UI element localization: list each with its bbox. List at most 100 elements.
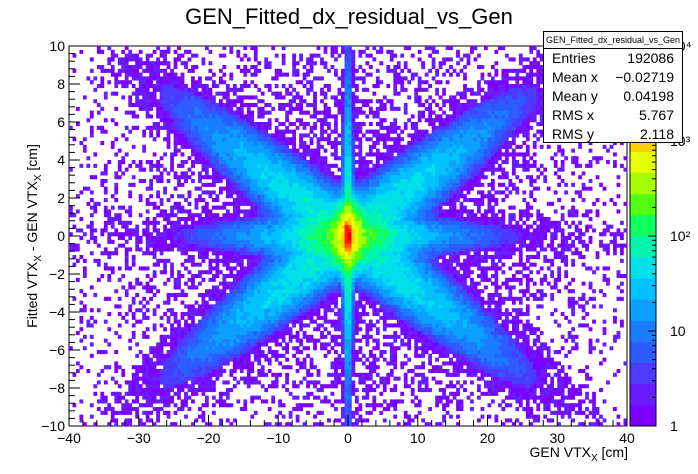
heatmap-cell xyxy=(337,372,342,377)
heatmap-cell xyxy=(205,353,209,358)
heatmap-cell xyxy=(288,198,293,203)
heatmap-cell xyxy=(173,312,178,317)
heatmap-cell xyxy=(274,232,279,237)
heatmap-cell xyxy=(292,171,296,176)
heatmap-cell xyxy=(229,156,234,161)
heatmap-cell xyxy=(166,228,171,233)
heatmap-cell xyxy=(299,319,303,324)
heatmap-cell xyxy=(264,236,269,241)
heatmap-cell xyxy=(121,236,126,241)
heatmap-cell xyxy=(348,262,352,267)
heatmap-cell xyxy=(361,293,366,298)
heatmap-cell xyxy=(225,106,230,111)
heatmap-cell xyxy=(264,228,269,233)
heatmap-cell xyxy=(341,327,345,332)
heatmap-cell xyxy=(222,156,227,161)
heatmap-cell xyxy=(222,46,227,51)
heatmap-cell xyxy=(239,228,244,233)
heatmap-cell xyxy=(351,319,356,324)
heatmap-cell xyxy=(177,57,181,62)
heatmap-cell xyxy=(320,194,324,199)
heatmap-cell xyxy=(225,266,230,271)
heatmap-cell xyxy=(232,144,237,149)
heatmap-cell xyxy=(156,114,160,119)
heatmap-cell xyxy=(257,175,262,180)
heatmap-cell xyxy=(309,403,314,408)
heatmap-cell xyxy=(354,68,359,73)
heatmap-cell xyxy=(302,289,307,294)
heatmap-cell xyxy=(166,171,171,176)
heatmap-cell xyxy=(348,106,352,111)
heatmap-cell xyxy=(93,422,98,427)
heatmap-cell xyxy=(205,293,209,298)
heatmap-cell xyxy=(205,125,209,130)
heatmap-cell xyxy=(334,319,338,324)
heatmap-cell xyxy=(309,57,314,62)
heatmap-cell xyxy=(211,137,216,142)
heatmap-cell xyxy=(330,236,335,241)
heatmap-cell xyxy=(271,399,276,404)
heatmap-cell xyxy=(72,403,77,408)
heatmap-cell xyxy=(229,190,234,195)
heatmap-cell xyxy=(222,65,227,70)
heatmap-cell xyxy=(354,353,359,358)
heatmap-cell xyxy=(264,57,269,62)
heatmap-cell xyxy=(334,163,338,168)
heatmap-cell xyxy=(316,296,321,301)
heatmap-cell xyxy=(271,217,276,222)
heatmap-cell xyxy=(285,194,290,199)
heatmap-cell xyxy=(149,76,153,81)
heatmap-cell xyxy=(323,220,328,225)
heatmap-cell xyxy=(184,114,188,119)
heatmap-cell xyxy=(142,296,147,301)
heatmap-cell xyxy=(211,331,216,336)
heatmap-cell xyxy=(184,209,188,214)
heatmap-cell xyxy=(205,175,209,180)
heatmap-cell xyxy=(152,422,157,427)
heatmap-cell xyxy=(243,148,248,153)
heatmap-cell xyxy=(138,384,143,389)
heatmap-cell xyxy=(358,236,363,241)
heatmap-cell xyxy=(177,201,181,206)
heatmap-cell xyxy=(341,76,345,81)
heatmap-cell xyxy=(191,369,195,374)
heatmap-cell xyxy=(278,289,283,294)
heatmap-cell xyxy=(173,422,178,427)
heatmap-cell xyxy=(229,129,234,134)
heatmap-cell xyxy=(222,80,227,85)
heatmap-cell xyxy=(341,407,345,412)
heatmap-cell xyxy=(232,365,237,370)
heatmap-cell xyxy=(166,376,171,381)
heatmap-cell xyxy=(337,353,342,358)
heatmap-cell xyxy=(348,175,352,180)
heatmap-cell xyxy=(354,338,359,343)
heatmap-cell xyxy=(334,300,338,305)
heatmap-cell xyxy=(187,99,192,104)
heatmap-cell xyxy=(121,403,126,408)
heatmap-cell xyxy=(124,65,129,70)
heatmap-cell xyxy=(117,217,122,222)
heatmap-cell xyxy=(152,361,157,366)
heatmap-cell xyxy=(215,315,220,320)
heatmap-cell xyxy=(313,106,317,111)
heatmap-cell xyxy=(239,224,244,229)
heatmap-cell xyxy=(229,255,234,260)
heatmap-cell xyxy=(142,179,147,184)
heatmap-cell xyxy=(253,395,258,400)
heatmap-cell xyxy=(232,122,237,127)
heatmap-cell xyxy=(163,80,167,85)
heatmap-cell xyxy=(260,255,265,260)
heatmap-cell xyxy=(114,213,119,218)
heatmap-cell xyxy=(299,289,303,294)
heatmap-cell xyxy=(225,418,230,423)
heatmap-cell xyxy=(327,87,331,92)
heatmap-cell xyxy=(205,331,209,336)
heatmap-cell xyxy=(344,296,349,301)
heatmap-cell xyxy=(229,228,234,233)
heatmap-cell xyxy=(260,186,265,191)
heatmap-cell xyxy=(128,418,133,423)
heatmap-cell xyxy=(271,205,276,210)
heatmap-cell xyxy=(82,148,87,153)
heatmap-cell xyxy=(142,129,147,134)
heatmap-cell xyxy=(334,179,338,184)
